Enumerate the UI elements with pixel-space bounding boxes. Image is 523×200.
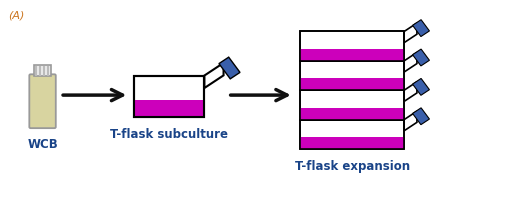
Bar [300,120,404,149]
Polygon shape [413,49,429,66]
Bar [43,66,45,76]
Polygon shape [404,23,417,43]
Polygon shape [219,57,240,79]
Polygon shape [404,111,417,131]
Polygon shape [204,63,223,88]
Bar [300,90,404,120]
Bar [39,66,41,76]
Bar [300,137,404,149]
Bar [300,31,404,61]
Polygon shape [413,78,429,95]
Bar [300,108,404,120]
Text: T-flask expansion: T-flask expansion [295,160,410,173]
Bar [300,61,404,90]
Bar [300,90,404,120]
Bar [300,61,404,90]
Text: WCB: WCB [27,138,58,151]
Bar [300,49,404,61]
Bar [134,76,204,117]
Bar [34,65,51,76]
Bar [47,66,49,76]
Bar [134,100,204,117]
Polygon shape [413,108,429,125]
Bar [300,120,404,149]
FancyBboxPatch shape [29,74,56,128]
Bar [36,66,37,76]
Text: T-flask subculture: T-flask subculture [110,128,229,141]
Polygon shape [404,82,417,101]
Polygon shape [404,52,417,72]
Text: (A): (A) [8,11,25,21]
Polygon shape [413,20,429,37]
Bar [300,78,404,90]
Bar [300,31,404,61]
Bar [134,76,204,117]
